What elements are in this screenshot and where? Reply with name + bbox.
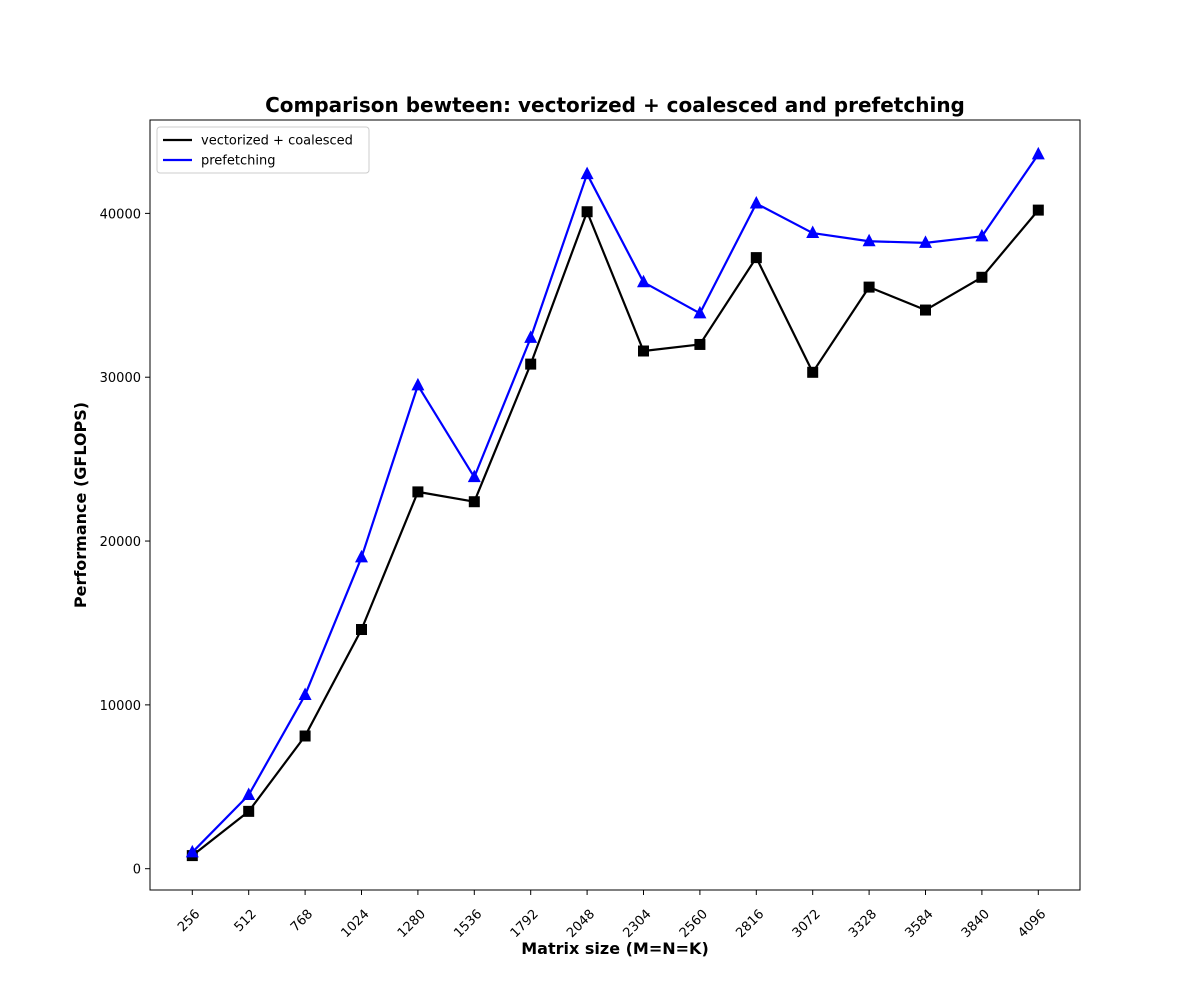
data-point-triangle: [862, 233, 876, 247]
data-point-square: [581, 206, 593, 218]
data-point-square: [299, 730, 311, 742]
series-layer: [185, 146, 1045, 862]
data-point-triangle: [411, 377, 425, 391]
data-point-square: [976, 271, 988, 283]
data-point-square: [920, 304, 931, 316]
data-point-triangle: [919, 235, 932, 248]
data-point-triangle: [185, 844, 199, 858]
data-point-triangle: [637, 274, 650, 288]
data-point-triangle: [1031, 146, 1045, 160]
data-point-square: [863, 281, 875, 293]
data-point-square: [468, 496, 480, 508]
data-point-triangle: [242, 787, 256, 800]
legend-box: [156, 126, 370, 174]
data-point-triangle: [467, 469, 481, 483]
data-point-triangle: [355, 549, 368, 563]
chart-title: Comparison bewteen: vectorized + coalesc…: [265, 93, 965, 117]
data-point-square: [750, 252, 762, 264]
y-tick-label: 20000: [100, 535, 141, 550]
data-point-square: [638, 345, 649, 357]
legend-label: prefetching: [201, 154, 275, 169]
data-point-triangle: [580, 166, 594, 180]
y-tick-label: 10000: [100, 699, 141, 714]
data-point-square: [412, 486, 424, 498]
x-axis-title: Matrix size (M=N=K): [521, 939, 709, 958]
data-point-triangle: [975, 228, 989, 242]
data-point-square: [807, 366, 819, 378]
data-point-square: [525, 358, 537, 370]
series-line: [191, 153, 1040, 854]
y-tick-label: 30000: [100, 371, 141, 386]
legend-label: vectorized + coalesced: [201, 134, 353, 149]
data-point-square: [243, 805, 255, 817]
y-tick-label: 0: [133, 863, 141, 878]
data-point-square: [694, 338, 706, 350]
legend: vectorized + coalesced prefetching: [156, 126, 370, 174]
data-point-triangle: [806, 225, 820, 239]
plot-frame: [149, 119, 1081, 891]
data-point-square: [356, 624, 367, 636]
series-line: [191, 209, 1040, 857]
data-point-triangle: [298, 687, 312, 701]
data-point-triangle: [524, 330, 538, 343]
y-axis-title: Performance (GFLOPS): [71, 402, 90, 608]
y-tick-label: 40000: [100, 207, 141, 222]
y-axis: 0 10000 20000 30000 40000: [100, 207, 150, 878]
data-point-triangle: [749, 196, 763, 209]
data-point-square: [1032, 204, 1044, 216]
data-point-triangle: [693, 305, 707, 319]
